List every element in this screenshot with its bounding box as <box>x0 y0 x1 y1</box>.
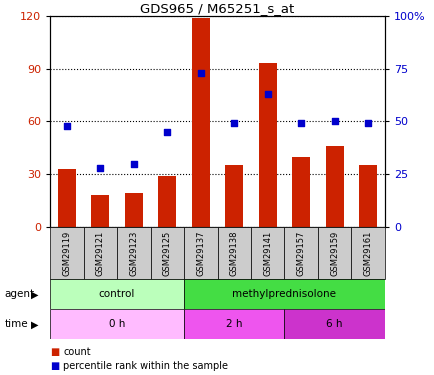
Text: 2 h: 2 h <box>226 320 242 329</box>
Text: GSM29157: GSM29157 <box>296 230 305 276</box>
Text: count: count <box>63 347 91 357</box>
Text: time: time <box>4 320 28 329</box>
Bar <box>91 195 109 227</box>
Bar <box>358 165 377 227</box>
Point <box>130 160 137 166</box>
Bar <box>50 309 184 339</box>
Bar <box>83 227 117 279</box>
Point <box>63 123 70 129</box>
Bar <box>191 18 210 227</box>
Point <box>331 118 338 124</box>
Point <box>197 70 204 76</box>
Text: GSM29141: GSM29141 <box>263 231 272 276</box>
Bar <box>284 309 384 339</box>
Text: ■: ■ <box>50 347 59 357</box>
Bar <box>284 227 317 279</box>
Text: ▶: ▶ <box>31 290 39 299</box>
Text: GSM29138: GSM29138 <box>229 230 238 276</box>
Bar <box>50 227 83 279</box>
Text: 0 h: 0 h <box>108 320 125 329</box>
Bar <box>124 194 143 227</box>
Bar <box>57 169 76 227</box>
Bar <box>250 227 284 279</box>
Text: GSM29121: GSM29121 <box>95 231 105 276</box>
Bar <box>325 146 343 227</box>
Bar <box>317 227 351 279</box>
Bar <box>184 309 284 339</box>
Point <box>164 129 171 135</box>
Text: GSM29161: GSM29161 <box>363 230 372 276</box>
Point <box>364 120 371 126</box>
Point <box>230 120 237 126</box>
Point <box>264 91 271 97</box>
Text: control: control <box>99 290 135 299</box>
Bar <box>351 227 384 279</box>
Text: methylprednisolone: methylprednisolone <box>232 290 336 299</box>
Text: ▶: ▶ <box>31 320 39 329</box>
Bar <box>217 227 250 279</box>
Bar <box>117 227 150 279</box>
Bar <box>150 227 184 279</box>
Text: GSM29125: GSM29125 <box>162 231 171 276</box>
Bar <box>184 227 217 279</box>
Bar <box>224 165 243 227</box>
Title: GDS965 / M65251_s_at: GDS965 / M65251_s_at <box>140 2 294 15</box>
Text: 6 h: 6 h <box>326 320 342 329</box>
Bar <box>184 279 384 309</box>
Text: GSM29119: GSM29119 <box>62 231 71 276</box>
Text: ■: ■ <box>50 361 59 370</box>
Text: agent: agent <box>4 290 34 299</box>
Text: GSM29123: GSM29123 <box>129 230 138 276</box>
Text: GSM29137: GSM29137 <box>196 230 205 276</box>
Point <box>97 165 104 171</box>
Bar <box>291 156 310 227</box>
Bar <box>258 63 276 227</box>
Bar <box>158 176 176 227</box>
Text: percentile rank within the sample: percentile rank within the sample <box>63 361 227 370</box>
Bar <box>50 279 184 309</box>
Text: GSM29159: GSM29159 <box>329 231 339 276</box>
Point <box>297 120 304 126</box>
